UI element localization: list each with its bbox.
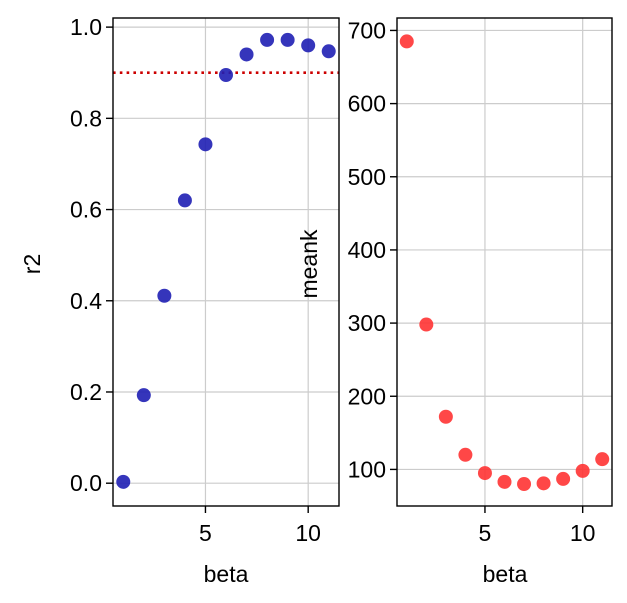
y-tick-label: 600 bbox=[348, 91, 386, 117]
data-point bbox=[177, 193, 192, 208]
y-tick-label: 400 bbox=[348, 237, 386, 263]
data-point bbox=[477, 466, 492, 481]
data-point bbox=[399, 34, 414, 49]
data-point bbox=[301, 38, 316, 53]
data-point bbox=[239, 47, 254, 62]
data-point bbox=[198, 137, 213, 152]
x-tick-label: 10 bbox=[570, 520, 596, 546]
x-tick-label: 5 bbox=[199, 520, 212, 546]
data-point bbox=[517, 477, 532, 492]
data-point bbox=[157, 288, 172, 303]
y-tick-label: 100 bbox=[348, 456, 386, 482]
y-tick-label: 0.8 bbox=[70, 105, 102, 131]
data-point bbox=[260, 32, 275, 47]
plot-frame bbox=[396, 17, 613, 507]
data-point bbox=[321, 44, 336, 59]
data-points bbox=[399, 34, 610, 492]
data-point bbox=[419, 317, 434, 332]
y-tick-label: 1.0 bbox=[70, 14, 102, 40]
y-axis-label: r2 bbox=[19, 254, 45, 274]
data-points bbox=[116, 32, 336, 489]
y-tick-label: 0.0 bbox=[70, 470, 102, 496]
y-tick-label: 500 bbox=[348, 164, 386, 190]
data-point bbox=[219, 68, 233, 83]
y-tick-label: 200 bbox=[348, 383, 386, 409]
y-axis-label: meank bbox=[296, 229, 322, 299]
x-tick-label: 10 bbox=[295, 520, 321, 546]
x-tick-label: 5 bbox=[479, 520, 492, 546]
data-point bbox=[575, 463, 590, 478]
y-tick-label: 300 bbox=[348, 310, 386, 336]
data-point bbox=[116, 474, 131, 489]
grid bbox=[397, 18, 612, 506]
data-point bbox=[438, 409, 453, 424]
grid bbox=[113, 18, 339, 506]
plot-frame bbox=[112, 17, 340, 507]
y-tick-label: 0.4 bbox=[70, 288, 102, 314]
y-tick-label: 700 bbox=[348, 17, 386, 43]
x-axis-label: beta bbox=[483, 561, 528, 587]
x-axis-label: beta bbox=[204, 561, 249, 587]
y-tick-label: 0.6 bbox=[70, 197, 102, 223]
data-point bbox=[497, 474, 512, 489]
data-point bbox=[136, 388, 151, 403]
data-point bbox=[536, 476, 551, 491]
y-tick-label: 0.2 bbox=[70, 379, 102, 405]
data-point bbox=[280, 32, 295, 47]
meank-panel: beta meank 5 10 100 200 300 400 500 600 700 bbox=[296, 17, 613, 587]
data-point bbox=[556, 471, 571, 486]
r2-panel: beta r2 5 10 0.0 0.2 0.4 0.6 0.8 1.0 bbox=[19, 14, 340, 587]
data-point bbox=[595, 452, 610, 467]
data-point bbox=[458, 447, 473, 462]
